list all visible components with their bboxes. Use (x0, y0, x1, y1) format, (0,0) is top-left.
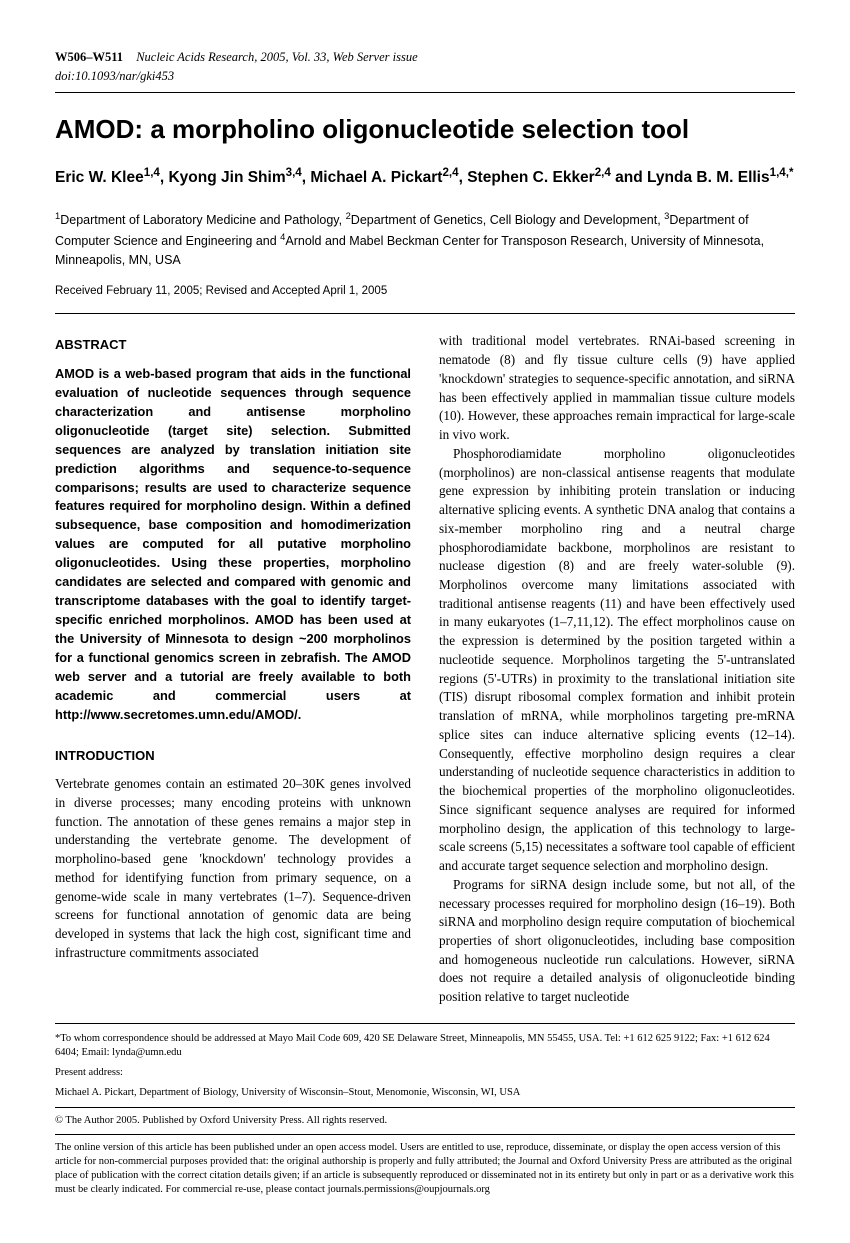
received-dates: Received February 11, 2005; Revised and … (55, 285, 795, 297)
page-range: W506–W511 (55, 50, 123, 64)
intro-paragraph-1: Vertebrate genomes contain an estimated … (55, 775, 411, 962)
abstract-text: AMOD is a web-based program that aids in… (55, 365, 411, 725)
doi: doi:10.1093/nar/gki453 (55, 69, 795, 84)
right-column: with traditional model vertebrates. RNAi… (439, 332, 795, 1006)
footer-divider-2 (55, 1134, 795, 1135)
col2-paragraph-3: Programs for siRNA design include some, … (439, 876, 795, 1007)
journal-citation: Nucleic Acids Research, 2005, Vol. 33, W… (136, 50, 417, 64)
correspondence: *To whom correspondence should be addres… (55, 1032, 795, 1060)
two-column-body: ABSTRACT AMOD is a web-based program tha… (55, 332, 795, 1006)
footer: *To whom correspondence should be addres… (55, 1023, 795, 1198)
present-address-label: Present address: (55, 1066, 795, 1080)
body-divider (55, 313, 795, 314)
footer-divider-1 (55, 1107, 795, 1108)
affiliations: 1Department of Laboratory Medicine and P… (55, 209, 795, 270)
left-column: ABSTRACT AMOD is a web-based program tha… (55, 332, 411, 1006)
author-list: Eric W. Klee1,4, Kyong Jin Shim3,4, Mich… (55, 164, 795, 189)
license-text: The online version of this article has b… (55, 1141, 795, 1198)
col2-paragraph-1: with traditional model vertebrates. RNAi… (439, 332, 795, 444)
abstract-heading: ABSTRACT (55, 336, 411, 354)
copyright: © The Author 2005. Published by Oxford U… (55, 1114, 795, 1128)
article-title: AMOD: a morpholino oligonucleotide selec… (55, 113, 795, 146)
introduction-heading: INTRODUCTION (55, 747, 411, 765)
running-header: W506–W511 Nucleic Acids Research, 2005, … (55, 50, 795, 65)
col2-paragraph-2: Phosphorodiamidate morpholino oligonucle… (439, 445, 795, 876)
present-address: Michael A. Pickart, Department of Biolog… (55, 1086, 795, 1100)
header-divider (55, 92, 795, 93)
